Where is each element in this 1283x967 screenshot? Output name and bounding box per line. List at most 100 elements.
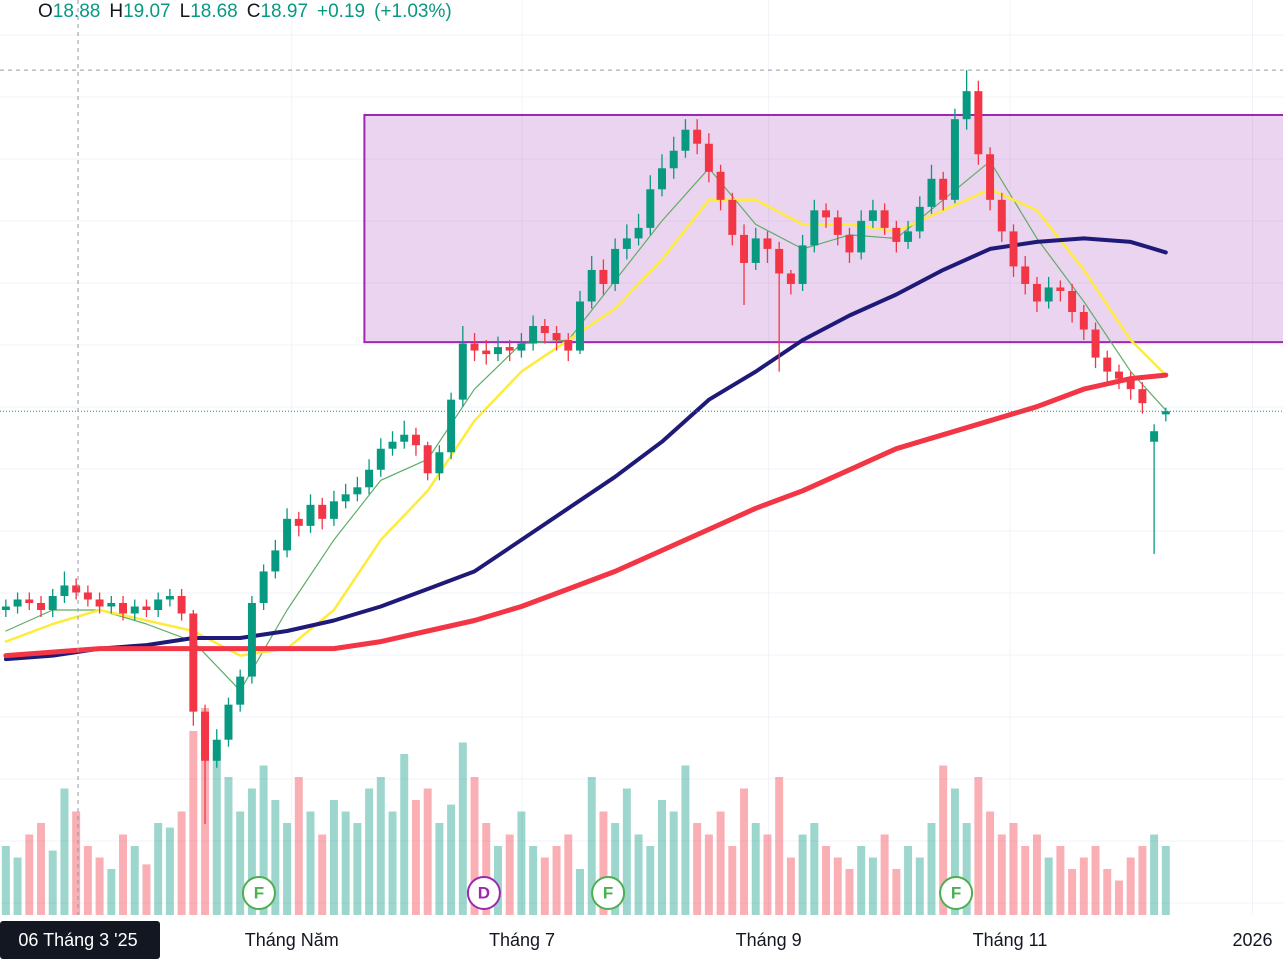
ohlc-header: O18.88 H19.07 L18.68 C18.97 +0.19 (+1.03%)	[38, 0, 452, 24]
ma-line	[3, 372, 1169, 659]
volume-bar	[13, 857, 22, 915]
volume-bar	[927, 823, 936, 915]
candle-body	[716, 171, 725, 200]
volume-bar	[388, 811, 397, 915]
candle-body	[915, 206, 924, 232]
candle-body	[505, 347, 514, 351]
candle-body	[236, 676, 245, 705]
candle-body	[259, 571, 268, 603]
volume-bar	[107, 869, 116, 915]
candle-body	[95, 599, 104, 607]
candle-body	[552, 333, 561, 341]
candle-body	[704, 143, 713, 172]
volume-bar	[1021, 846, 1030, 915]
x-tick-label: 2026	[1233, 930, 1273, 950]
event-label: F	[603, 883, 613, 902]
candle-body	[376, 448, 385, 470]
volume-bar	[236, 811, 245, 915]
candle-body	[341, 494, 350, 502]
candle-body	[247, 602, 256, 677]
volume-bar	[119, 834, 128, 915]
volume-bar	[447, 804, 456, 915]
candle-body	[529, 326, 538, 344]
volume-bar	[83, 846, 92, 915]
volume-bar	[329, 800, 338, 915]
crosshair-label-box	[0, 921, 160, 959]
volume-bar	[622, 788, 631, 915]
volume-bar	[1138, 846, 1147, 915]
candle-body	[997, 199, 1006, 232]
candle-body	[857, 220, 866, 253]
volume-bar	[411, 800, 420, 915]
candle-body	[1068, 290, 1077, 313]
volume-bar	[1091, 846, 1100, 915]
volume-bar	[130, 846, 139, 915]
candle-body	[775, 248, 784, 274]
candle-body	[564, 340, 573, 351]
candle-body	[13, 599, 22, 607]
candle-body	[400, 434, 409, 442]
volume-bar	[857, 846, 866, 915]
candle-body	[201, 711, 210, 761]
volume-bar	[892, 869, 901, 915]
candle-body	[470, 343, 479, 351]
ohlc-value: 18.97	[260, 1, 309, 22]
candle-body	[365, 469, 374, 488]
candle-body	[1126, 378, 1135, 390]
volume-bar	[224, 777, 233, 915]
candle-body	[318, 504, 327, 519]
volume-bar	[177, 811, 186, 915]
candle-body	[329, 501, 338, 519]
volume-bar	[576, 869, 584, 915]
candle-body	[681, 129, 690, 151]
volume-bar	[599, 811, 608, 915]
candle-body	[751, 238, 760, 263]
candle-body	[48, 595, 57, 610]
candle-body	[224, 704, 233, 740]
volume-bar	[845, 869, 854, 915]
candle-body	[177, 595, 186, 614]
volume-bar	[95, 857, 104, 915]
candle-body	[1161, 411, 1170, 415]
volume-bar	[400, 754, 409, 915]
candle-body	[892, 227, 901, 242]
volume-bar	[271, 800, 280, 915]
candle-body	[283, 518, 292, 551]
volume-bar	[775, 777, 784, 915]
volume-bar	[704, 834, 713, 915]
candle-body	[411, 434, 420, 446]
volume-bar	[822, 846, 831, 915]
volume-bar	[48, 850, 57, 915]
volume-bar	[833, 857, 842, 915]
volume-bar	[212, 754, 221, 915]
candle-body	[693, 129, 702, 144]
volume-bar	[435, 823, 444, 915]
volume-bar	[658, 800, 666, 915]
x-tick-label: Tháng 9	[736, 930, 802, 950]
ma-line	[3, 236, 1168, 662]
change: +0.19	[317, 1, 366, 22]
volume-bar	[1032, 834, 1041, 915]
volume-bar	[962, 823, 971, 915]
candle-body	[72, 585, 81, 593]
volume-bar	[798, 834, 807, 915]
candle-body	[658, 168, 666, 190]
event-marker	[939, 876, 974, 910]
volume-bar	[669, 811, 678, 915]
candle-body	[493, 347, 502, 355]
volume-bar	[986, 811, 995, 915]
candle-body	[25, 599, 34, 603]
volume-bar	[72, 811, 81, 915]
candle-body	[599, 269, 608, 284]
candle-body	[927, 178, 936, 207]
volume-bar	[786, 857, 795, 915]
candle-body	[1103, 357, 1112, 372]
volume-bar	[997, 834, 1006, 915]
candle-body	[587, 269, 596, 302]
candle-body	[669, 150, 678, 169]
candle-body	[142, 606, 151, 610]
candle-body	[833, 217, 842, 235]
candle-body	[786, 273, 795, 284]
volume-bar	[646, 846, 655, 915]
